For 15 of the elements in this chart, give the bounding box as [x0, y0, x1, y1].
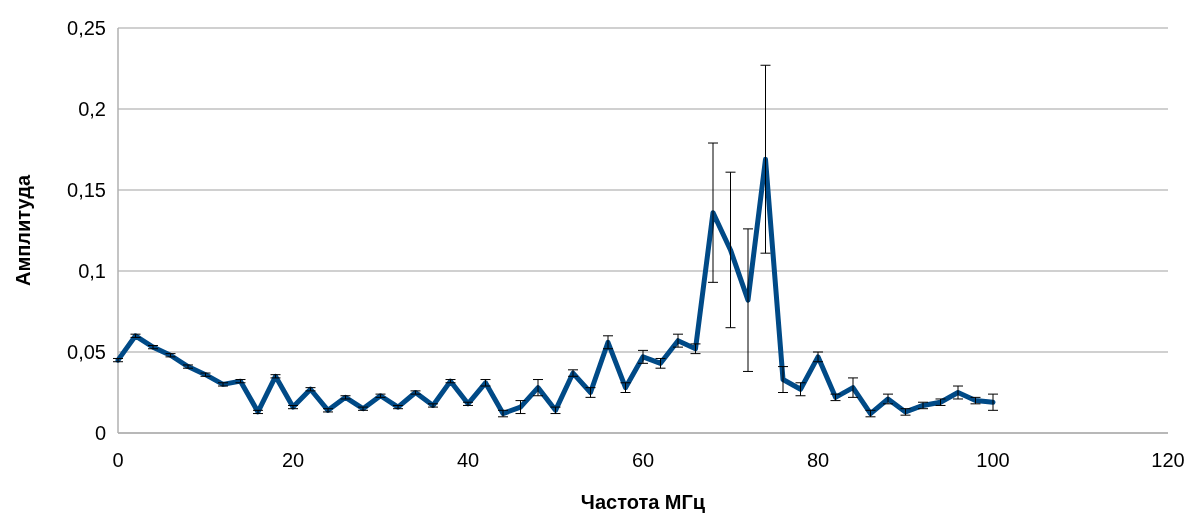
- y-tick-label: 0,05: [67, 341, 106, 363]
- x-axis-title: Частота МГц: [580, 491, 706, 513]
- x-tick-label: 40: [456, 449, 480, 471]
- y-tick-label: 0,25: [67, 17, 106, 39]
- y-tick-label: 0,15: [67, 179, 106, 201]
- y-axis-title: Амплитуда: [12, 174, 34, 287]
- x-tick-label: 80: [806, 449, 830, 471]
- x-tick-label: 100: [976, 449, 1010, 471]
- x-tick-label: 0: [112, 449, 124, 471]
- x-tick-label: 20: [281, 449, 305, 471]
- y-tick-label: 0,2: [78, 98, 106, 120]
- y-tick-label: 0,1: [78, 260, 106, 282]
- x-tick-label: 120: [1151, 449, 1185, 471]
- y-tick-label: 0: [94, 422, 106, 444]
- x-tick-label: 60: [631, 449, 655, 471]
